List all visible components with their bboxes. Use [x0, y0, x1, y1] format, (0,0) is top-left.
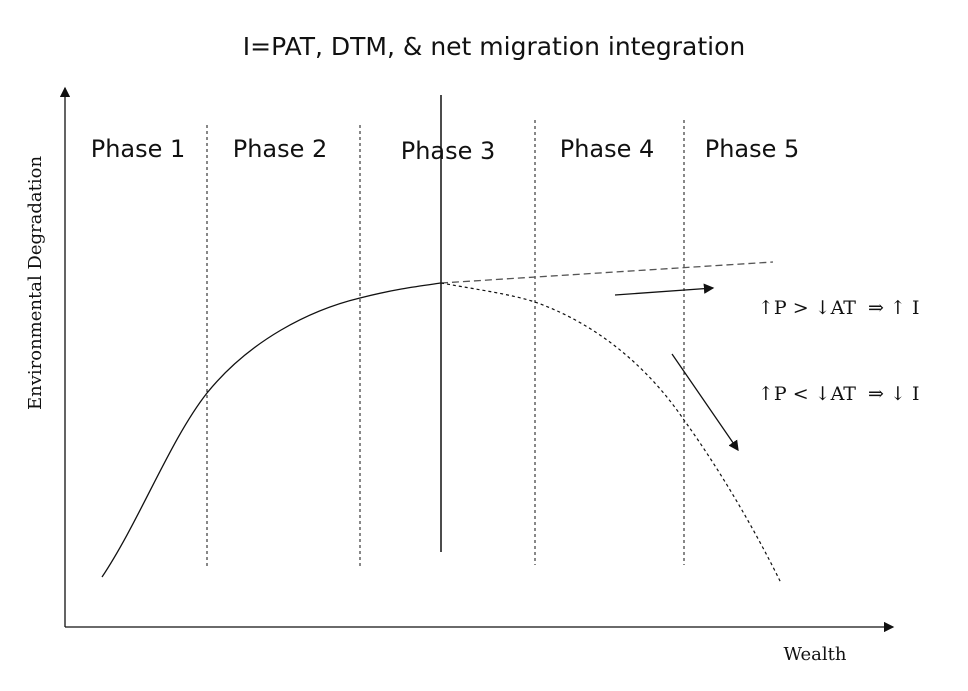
phase-label: Phase 3 [401, 137, 496, 165]
phase-dividers [206, 120, 685, 568]
y-axis-label: Environmental Degradation [25, 156, 46, 410]
rising-branch [440, 261, 774, 284]
phase-label: Phase 2 [233, 135, 328, 163]
arrow [671, 353, 739, 452]
main-curve [101, 282, 442, 578]
falling-branch [440, 282, 782, 584]
phase-label: Phase 1 [91, 135, 186, 163]
phase-label: Phase 5 [705, 135, 800, 163]
annotation: ↑P < ↓AT ⇒ ↓ I [758, 383, 919, 405]
phase-label: Phase 4 [560, 135, 655, 163]
title: I=PAT, DTM, & net migration integration [243, 32, 745, 61]
x-axis-label: Wealth [784, 644, 847, 665]
arrow [614, 283, 715, 296]
annotation: ↑P > ↓AT ⇒ ↑ I [758, 297, 919, 319]
